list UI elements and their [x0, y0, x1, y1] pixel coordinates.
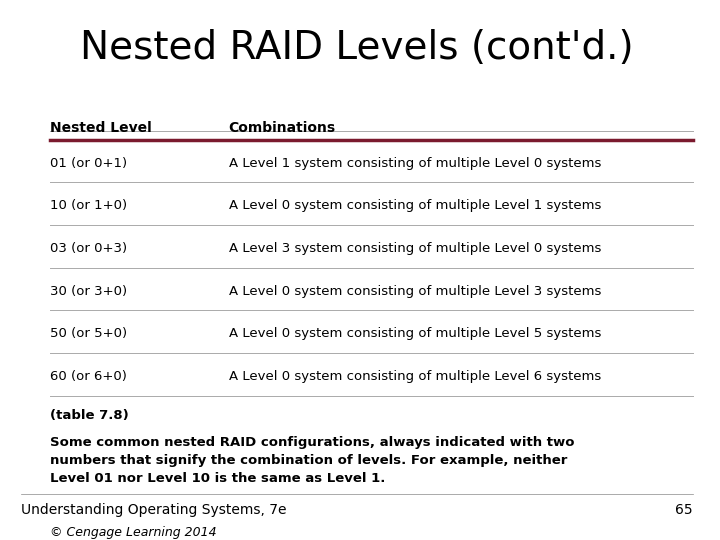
Text: 03 (or 0+3): 03 (or 0+3)	[50, 242, 127, 255]
Text: A Level 1 system consisting of multiple Level 0 systems: A Level 1 system consisting of multiple …	[229, 157, 601, 170]
Text: Nested Level: Nested Level	[50, 122, 152, 136]
Text: A Level 0 system consisting of multiple Level 3 systems: A Level 0 system consisting of multiple …	[229, 285, 601, 298]
Text: A Level 0 system consisting of multiple Level 5 systems: A Level 0 system consisting of multiple …	[229, 327, 601, 340]
Text: A Level 3 system consisting of multiple Level 0 systems: A Level 3 system consisting of multiple …	[229, 242, 601, 255]
Text: 30 (or 3+0): 30 (or 3+0)	[50, 285, 127, 298]
Text: 01 (or 0+1): 01 (or 0+1)	[50, 157, 127, 170]
Text: Understanding Operating Systems, 7e: Understanding Operating Systems, 7e	[22, 503, 287, 517]
Text: 65: 65	[675, 503, 693, 517]
Text: (table 7.8): (table 7.8)	[50, 409, 129, 422]
Text: 60 (or 6+0): 60 (or 6+0)	[50, 370, 127, 383]
Text: © Cengage Learning 2014: © Cengage Learning 2014	[50, 526, 217, 539]
Text: A Level 0 system consisting of multiple Level 6 systems: A Level 0 system consisting of multiple …	[229, 370, 601, 383]
Text: A Level 0 system consisting of multiple Level 1 systems: A Level 0 system consisting of multiple …	[229, 199, 601, 212]
Text: 50 (or 5+0): 50 (or 5+0)	[50, 327, 127, 340]
Text: Nested RAID Levels (cont'd.): Nested RAID Levels (cont'd.)	[81, 29, 634, 67]
Text: 10 (or 1+0): 10 (or 1+0)	[50, 199, 127, 212]
Text: Some common nested RAID configurations, always indicated with two
numbers that s: Some common nested RAID configurations, …	[50, 436, 575, 484]
Text: Combinations: Combinations	[229, 122, 336, 136]
